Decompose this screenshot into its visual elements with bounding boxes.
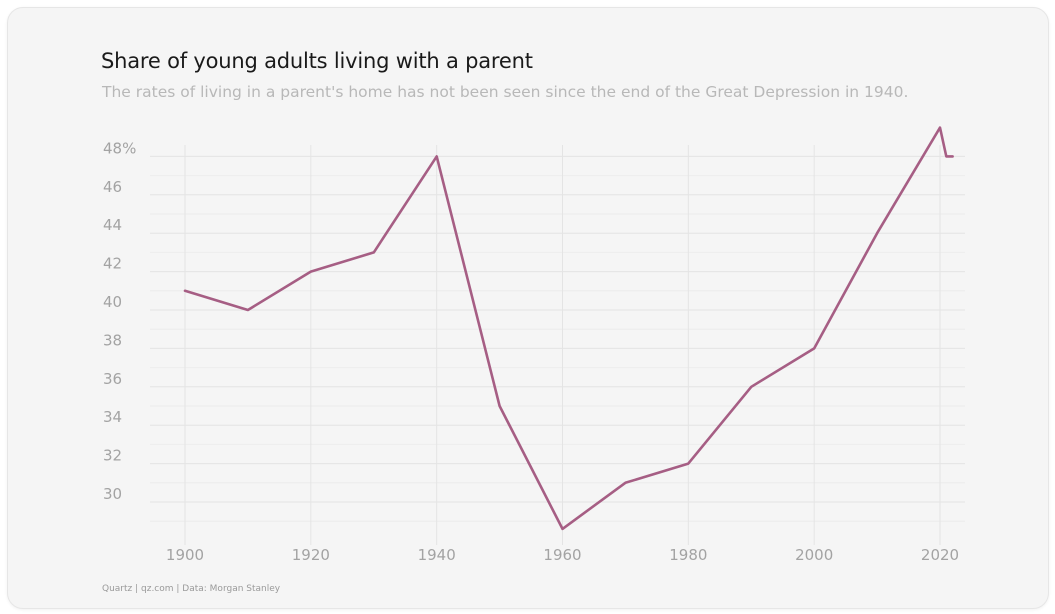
x-tick-label: 1940	[418, 546, 456, 564]
chart-grid	[150, 145, 965, 545]
x-tick-label: 1960	[543, 546, 581, 564]
y-tick-label: 48%	[103, 139, 136, 157]
chart-source: Quartz | qz.com | Data: Morgan Stanley	[102, 584, 281, 594]
x-tick-label: 1980	[669, 546, 707, 564]
y-tick-label: 46	[103, 178, 122, 196]
y-tick-label: 40	[103, 293, 122, 311]
chart-subtitle: The rates of living in a parent's home h…	[102, 83, 909, 101]
x-tick-label: 1920	[292, 546, 330, 564]
y-tick-label: 34	[103, 408, 122, 426]
y-tick-label: 36	[103, 370, 122, 388]
y-tick-label: 38	[103, 331, 122, 349]
chart-title: Share of young adults living with a pare…	[101, 49, 533, 73]
x-tick-label: 2000	[795, 546, 833, 564]
y-tick-label: 32	[103, 447, 122, 465]
y-tick-label: 44	[103, 216, 122, 234]
series-line	[183, 126, 954, 531]
y-tick-label: 42	[103, 255, 122, 273]
x-tick-label: 1900	[166, 546, 204, 564]
x-tick-label: 2020	[921, 546, 959, 564]
y-axis-ticks: 30 32 34 36 38 40 42 44 46 48%	[103, 139, 136, 503]
y-tick-label: 30	[103, 485, 122, 503]
x-axis-ticks: 1900 1920 1940 1960 1980 2000 2020	[166, 546, 959, 564]
chart-card	[7, 7, 1049, 609]
chart-series	[183, 126, 954, 531]
